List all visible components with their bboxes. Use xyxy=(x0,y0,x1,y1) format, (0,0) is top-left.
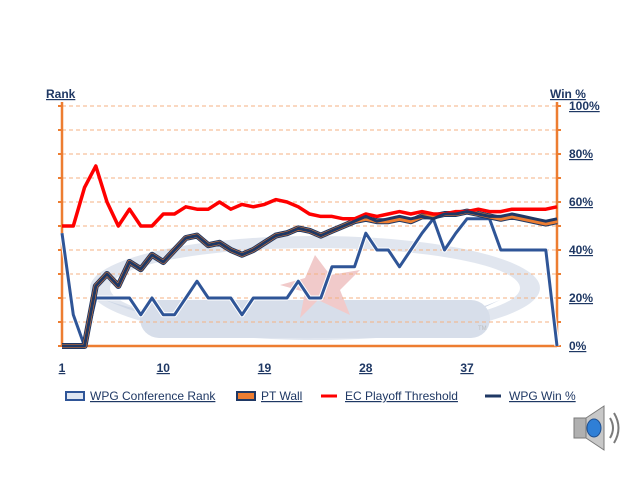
right-tick-label: 0% xyxy=(569,339,587,353)
right-tick-label: 80% xyxy=(569,147,593,161)
series-line-ec-playoff-threshold xyxy=(62,164,558,228)
right-tick-label: 100% xyxy=(569,99,600,113)
legend-entry: WPG Win % xyxy=(509,389,576,403)
right-tick-labels: 0% 20% 40% 60% 80% 100% xyxy=(569,99,600,353)
series-line-wpg-conference-rank xyxy=(60,217,559,348)
right-tick-label: 40% xyxy=(569,243,593,257)
jets-logo-watermark: TM xyxy=(90,236,540,340)
legend-swatch xyxy=(65,391,85,401)
left-axis-title: Rank xyxy=(46,87,76,101)
x-tick-label: 19 xyxy=(258,361,272,375)
series-line-wpg-win- xyxy=(62,210,558,348)
legend-swatch xyxy=(236,391,256,401)
legend-entry: EC Playoff Threshold xyxy=(345,389,458,403)
right-tick-label: 60% xyxy=(569,195,593,209)
x-tick-label: 28 xyxy=(359,361,373,375)
x-tick-labels: 1 10 19 28 37 xyxy=(59,361,474,375)
svg-text:TM: TM xyxy=(478,326,487,332)
x-tick-label: 1 xyxy=(59,361,66,375)
right-axis-title: Win % xyxy=(550,87,586,101)
legend-entry: PT Wall xyxy=(261,389,302,403)
series-lines xyxy=(59,164,560,349)
right-tick-label: 20% xyxy=(569,291,593,305)
legend: WPG Conference Rank PT Wall EC Playoff Thr… xyxy=(65,389,576,403)
speaker-icon[interactable] xyxy=(573,405,620,451)
legend-entry: WPG Conference Rank xyxy=(90,389,216,403)
x-tick-label: 37 xyxy=(460,361,474,375)
x-tick-label: 10 xyxy=(157,361,171,375)
